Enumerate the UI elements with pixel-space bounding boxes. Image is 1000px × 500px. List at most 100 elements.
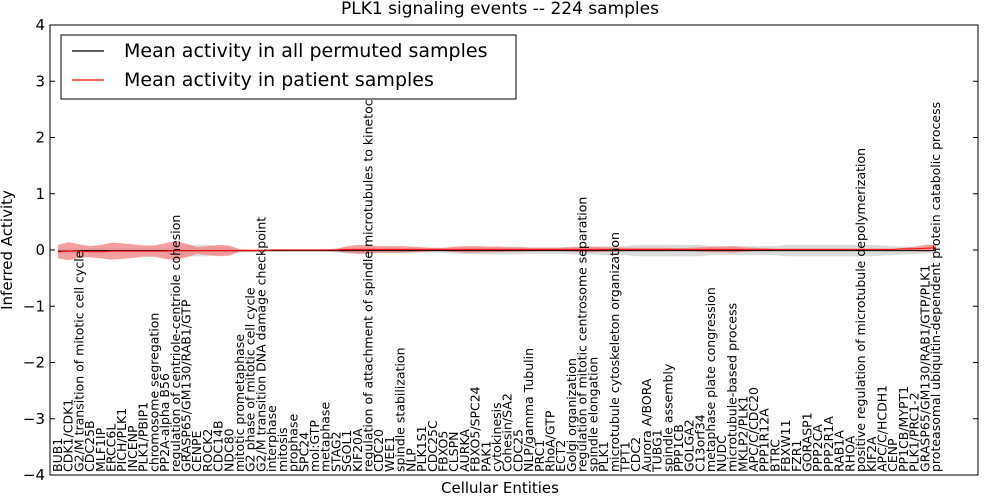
entity-label: PLK1/PRC1-2 — [907, 392, 922, 472]
y-tick-label: −4 — [23, 466, 45, 484]
entity-label: NLP/gamma Tubulin — [521, 348, 536, 472]
y-tick-label: −1 — [23, 297, 45, 315]
entity-label: Aurora A/BORA — [639, 378, 654, 472]
entity-label: GORASP1 — [800, 412, 815, 472]
entity-label: CDC25B — [82, 420, 97, 472]
entity-label: APC/C/CDC20 — [746, 387, 761, 472]
entity-label: CLSPN — [446, 431, 461, 472]
legend-box — [60, 34, 517, 100]
entity-label: CENP — [885, 438, 900, 472]
entity-label: ERCC6L — [104, 424, 119, 472]
entity-label: KIF20A — [350, 428, 365, 472]
entity-label: ECT2 — [553, 440, 568, 472]
entity-label: PLK1 — [596, 441, 611, 472]
entity-label: CDC20 — [371, 429, 386, 472]
y-axis: −4 −3 −2 −1 0 1 2 3 4 — [23, 16, 978, 484]
entity-label: FZR1 — [789, 440, 804, 472]
entity-label: G2 phase of mitotic cell cycle — [243, 287, 258, 472]
entity-label: FBXO5 — [435, 431, 450, 472]
entity-label: spindle assembly — [660, 363, 675, 472]
entity-label: GRASP65/GM130/RAB1/GTP/PLK1 — [917, 265, 932, 472]
entity-label: PLK1S1 — [414, 425, 429, 472]
y-tick-label: 0 — [35, 241, 45, 259]
entity-label: SGOL1 — [339, 430, 354, 472]
entity-label: G2/M transition of mitotic cell cycle — [71, 250, 86, 472]
entity-label: CDC25 — [510, 429, 525, 472]
entity-label: C13orf34 — [692, 414, 707, 472]
entity-label: PAK1 — [478, 441, 493, 472]
entity-label: BTRC — [767, 439, 782, 472]
entity-label: FBXO5/SPC24 — [468, 386, 483, 472]
y-tick-label: 2 — [35, 129, 45, 147]
entity-label: regulation of attachment of spindle micr… — [361, 71, 376, 472]
entity-label: CENPE — [189, 430, 204, 472]
entity-label: PRC1 — [532, 440, 547, 472]
y-tick-label: 1 — [35, 185, 45, 203]
legend: Mean activity in all permuted samples Me… — [60, 34, 517, 100]
y-tick-label: −2 — [23, 354, 45, 372]
chart-title: PLK1 signaling events -- 224 samples — [341, 0, 659, 19]
y-tick-label: −3 — [23, 410, 45, 428]
entity-label: AURKA — [457, 429, 472, 472]
entity-label: microtubule cytoskeleton organization — [607, 232, 622, 472]
entity-label: STAG2 — [328, 431, 343, 472]
entity-label: NUDC — [714, 435, 729, 472]
entity-label: PPP1R12A — [757, 408, 772, 472]
series-lines — [57, 247, 937, 253]
entity-label: WEE1 — [382, 436, 397, 472]
entity-label: CDC25C — [425, 420, 440, 472]
entity-label: chromosome segregation — [146, 313, 161, 472]
patient-mean-line — [57, 247, 937, 253]
entity-label: FBXW11 — [778, 419, 793, 472]
entity-label: PPP1CB — [671, 424, 686, 472]
entity-label: PLK1/PBIP1 — [136, 402, 151, 472]
entity-label: NDC80 — [221, 428, 236, 472]
entity-label: PICH/PLK1 — [114, 408, 129, 472]
entity-label: CDK1/CDK1 — [61, 399, 76, 472]
entity-label: GOLGA2 — [682, 419, 697, 472]
entity-label: G2/M transition DNA damage checkpoint — [253, 217, 268, 472]
entity-label: regulation of mitotic centrosome separat… — [575, 197, 590, 472]
entity-label: TUBG1 — [650, 429, 665, 473]
entity-label: RhoA/GTP — [543, 410, 558, 472]
entity-label: prophase — [286, 414, 301, 472]
entity-label: PPP2R1A — [821, 416, 836, 472]
legend-label-patient: Mean activity in patient samples — [124, 69, 434, 91]
entity-label: spindle stabilization — [393, 347, 408, 472]
plot-frame — [49, 24, 979, 476]
y-tick-label: 3 — [35, 72, 45, 90]
entity-label: mol:GTP — [307, 420, 322, 472]
entity-label: PPP2CA — [810, 424, 825, 472]
entity-label: metaphase plate congression — [703, 287, 718, 472]
legend-label-permuted: Mean activity in all permuted samples — [124, 40, 487, 62]
entity-label: RHOA — [842, 435, 857, 472]
entity-label: proteasomal ubiquitin-dependent protein … — [928, 102, 943, 472]
entity-label: mitotic prometaphase — [232, 334, 247, 472]
entity-label: microtubule-based process — [725, 303, 740, 472]
entity-label: Cohesin/SA2 — [500, 393, 515, 472]
entity-label: CDC14B — [211, 420, 226, 472]
entity-label: mitosis — [275, 427, 290, 472]
entity-label: GRASP65/GM130/RAB1/GTP — [178, 299, 193, 472]
entity-label: CDC2 — [628, 437, 643, 472]
entity-label: INCENP — [125, 425, 140, 472]
x-axis-label: Cellular Entities — [441, 479, 559, 497]
entity-label: cytokinesis — [489, 402, 504, 472]
entity-label: KIF2A — [864, 436, 879, 472]
entity-label: regulation of centriole-centriole cohesi… — [168, 215, 183, 472]
entity-label: PP2A-alpha B56 — [157, 373, 172, 472]
entity-label: spindle elongation — [585, 357, 600, 472]
entity-label: Golgi organization — [564, 358, 579, 472]
entity-label: MLF1IP — [93, 427, 108, 472]
entity-label: NLP — [403, 448, 418, 472]
entity-label: PP1CB/MYPT1 — [896, 386, 911, 472]
entity-label: MKLP2/PLK1 — [735, 396, 750, 472]
entity-label: RAB1A — [832, 430, 847, 472]
entity-label: APC/C/HCDH1 — [874, 385, 889, 472]
entity-label: TPT1 — [617, 441, 632, 473]
entity-label: ROCK2 — [200, 429, 215, 472]
entity-label: BUB1 — [50, 438, 65, 472]
y-axis-label: Inferred Activity — [0, 190, 16, 310]
